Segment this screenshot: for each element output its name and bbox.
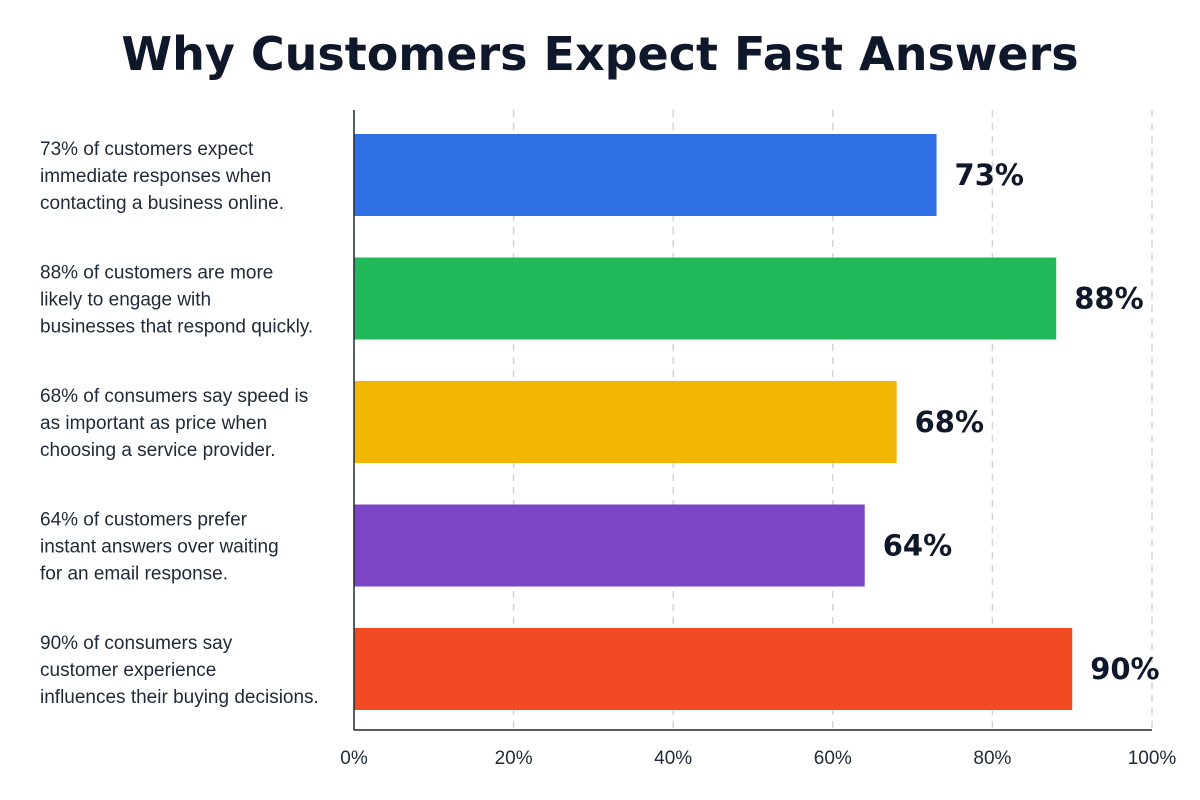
x-tick-label: 100% — [1128, 748, 1177, 769]
value-labels: 73% 88% 68% 64% 90% — [883, 158, 1160, 686]
category-label-line: as important as price when — [40, 413, 267, 434]
axes — [353, 110, 1152, 731]
value-label: 88% — [1074, 282, 1143, 316]
bar — [354, 628, 1073, 710]
category-label: 88% of customers are more likely to engag… — [40, 263, 313, 338]
bar — [354, 257, 1057, 340]
chart-title: Why Customers Expect Fast Answers — [121, 27, 1078, 81]
category-label-line: instant answers over waiting — [40, 537, 279, 558]
bars — [354, 134, 1073, 710]
x-tick-label: 80% — [973, 748, 1011, 769]
category-label-line: choosing a service provider. — [40, 440, 276, 461]
category-label: 73% of customers expect immediate respons… — [40, 139, 284, 214]
category-label-line: 90% of consumers say — [40, 633, 233, 654]
x-tick-labels: 0% 20% 40% 60% 80% 100% — [340, 748, 1176, 769]
category-label-line: influences their buying decisions. — [40, 687, 319, 708]
x-tick-label: 0% — [340, 748, 368, 769]
value-label: 90% — [1090, 652, 1159, 686]
category-label-line: businesses that respond quickly. — [40, 317, 313, 338]
category-label-line: customer experience — [40, 660, 216, 681]
bar — [354, 381, 897, 463]
category-label-line: likely to engage with — [40, 290, 211, 311]
x-tick-label: 40% — [654, 748, 692, 769]
category-label: 68% of consumers say speed is as importan… — [40, 386, 308, 461]
x-tick-label: 60% — [814, 748, 852, 769]
category-labels: 73% of customers expect immediate respons… — [40, 139, 319, 708]
bar — [354, 504, 865, 587]
category-label: 64% of customers prefer instant answers o… — [40, 510, 279, 585]
category-label-line: contacting a business online. — [40, 193, 284, 214]
category-label-line: 73% of customers expect — [40, 139, 254, 160]
category-label-line: 64% of customers prefer — [40, 510, 248, 531]
category-label-line: 68% of consumers say speed is — [40, 386, 308, 407]
bar — [354, 134, 937, 216]
category-label-line: immediate responses when — [40, 166, 271, 187]
category-label-line: for an email response. — [40, 564, 228, 585]
category-label: 90% of consumers say customer experience i… — [40, 633, 319, 708]
value-label: 73% — [955, 158, 1024, 192]
value-label: 68% — [915, 405, 984, 439]
value-label: 64% — [883, 529, 952, 563]
x-tick-label: 20% — [495, 748, 533, 769]
category-label-line: 88% of customers are more — [40, 263, 273, 284]
